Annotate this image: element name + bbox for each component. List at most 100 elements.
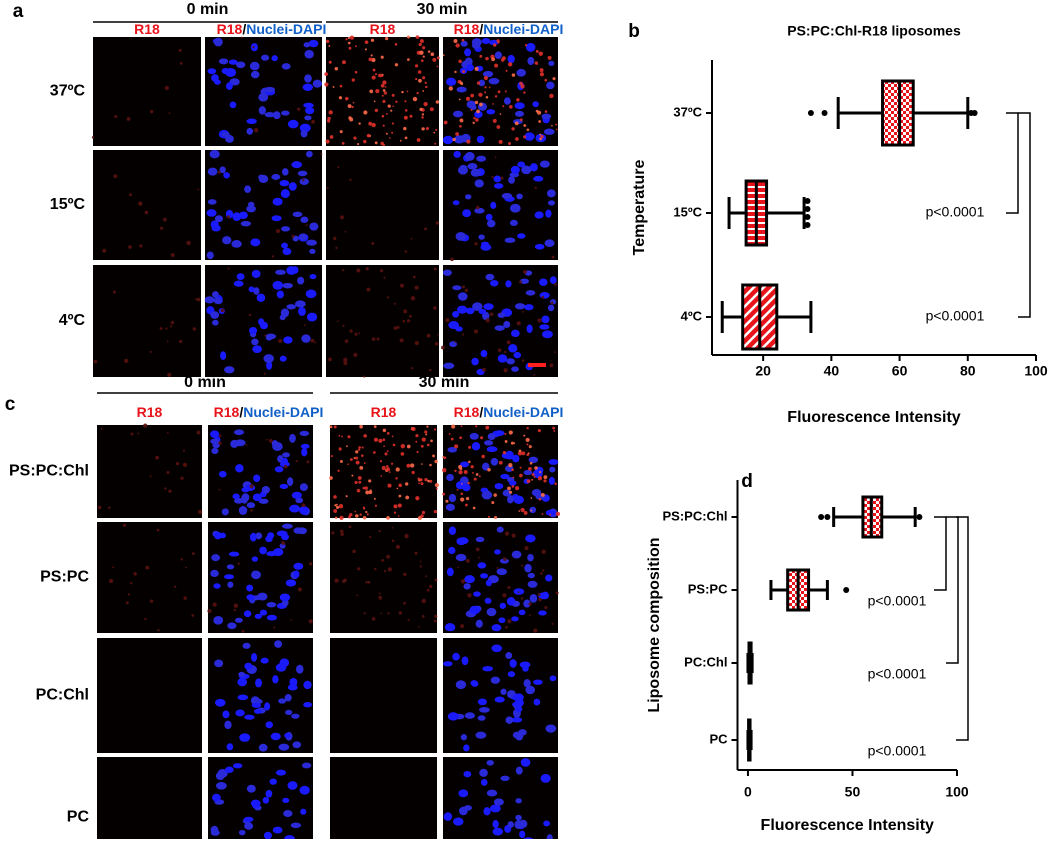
nucleus bbox=[509, 659, 517, 668]
speck bbox=[399, 283, 404, 288]
nucleus bbox=[490, 676, 501, 684]
nucleus bbox=[493, 175, 502, 183]
nucleus bbox=[485, 213, 493, 221]
speck bbox=[383, 569, 387, 573]
nucleus bbox=[523, 599, 531, 608]
speck bbox=[533, 475, 536, 478]
speck bbox=[410, 296, 416, 301]
speck bbox=[397, 503, 402, 508]
speck bbox=[368, 490, 373, 495]
speck bbox=[268, 439, 273, 443]
nucleus bbox=[239, 211, 248, 219]
nucleus bbox=[445, 503, 455, 511]
speck bbox=[502, 451, 507, 455]
speck bbox=[100, 427, 103, 430]
nucleus bbox=[518, 609, 526, 616]
speck bbox=[149, 350, 152, 354]
speck bbox=[382, 438, 386, 442]
speck bbox=[329, 425, 333, 429]
micrograph bbox=[326, 265, 440, 378]
speck bbox=[544, 110, 548, 113]
speck bbox=[380, 74, 384, 78]
speck bbox=[525, 437, 530, 442]
speck bbox=[429, 463, 432, 467]
speck bbox=[400, 443, 405, 449]
speck bbox=[385, 112, 388, 115]
speck bbox=[415, 440, 418, 443]
speck bbox=[461, 38, 465, 42]
x-tick-label: 50 bbox=[845, 784, 861, 800]
y-tick-label: PC:Chl bbox=[684, 654, 727, 669]
nucleus bbox=[293, 570, 300, 579]
speck bbox=[393, 511, 397, 514]
speck bbox=[521, 564, 524, 567]
nucleus bbox=[215, 772, 225, 780]
speck bbox=[432, 57, 437, 62]
speck bbox=[460, 497, 465, 502]
speck bbox=[479, 54, 483, 58]
nucleus bbox=[282, 452, 290, 458]
speck bbox=[524, 44, 528, 47]
speck bbox=[365, 581, 368, 584]
nucleus bbox=[303, 102, 314, 108]
speck bbox=[465, 558, 470, 563]
nucleus bbox=[232, 763, 243, 769]
speck bbox=[366, 513, 369, 516]
speck bbox=[366, 133, 371, 138]
nucleus bbox=[301, 762, 312, 769]
speck bbox=[454, 70, 457, 74]
speck bbox=[168, 489, 172, 493]
nucleus bbox=[545, 574, 553, 582]
channel-label: R18/Nuclei-DAPI bbox=[217, 21, 327, 37]
micrograph bbox=[441, 265, 558, 377]
nucleus bbox=[541, 591, 549, 600]
panel-letter: c bbox=[5, 394, 16, 415]
channel-label: R18 bbox=[137, 404, 163, 420]
speck bbox=[491, 57, 495, 62]
speck bbox=[487, 467, 491, 472]
speck bbox=[297, 587, 302, 592]
nucleus bbox=[204, 296, 215, 304]
speck bbox=[295, 459, 298, 463]
nucleus bbox=[460, 40, 468, 47]
nucleus bbox=[289, 677, 298, 687]
speck bbox=[507, 619, 512, 624]
speck bbox=[424, 81, 427, 84]
nucleus bbox=[287, 781, 298, 790]
speck bbox=[402, 319, 406, 323]
speck bbox=[435, 487, 438, 490]
nucleus bbox=[309, 222, 319, 231]
speck bbox=[419, 478, 423, 482]
speck bbox=[169, 325, 173, 328]
speck bbox=[530, 509, 533, 512]
speck bbox=[403, 115, 408, 120]
nucleus bbox=[541, 113, 552, 120]
nucleus bbox=[225, 82, 233, 90]
speck bbox=[354, 456, 359, 460]
speck bbox=[508, 430, 513, 435]
nucleus bbox=[206, 251, 214, 260]
nucleus bbox=[524, 304, 534, 311]
speck bbox=[419, 39, 424, 44]
speck bbox=[453, 38, 458, 43]
speck bbox=[305, 224, 308, 227]
nucleus bbox=[545, 209, 552, 218]
box bbox=[881, 79, 915, 147]
y-tick-label: PS:PC:Chl bbox=[663, 508, 728, 523]
speck bbox=[369, 489, 372, 492]
nucleus bbox=[241, 487, 250, 493]
speck bbox=[484, 91, 487, 94]
nucleus bbox=[506, 597, 516, 606]
nucleus bbox=[512, 693, 524, 702]
speck bbox=[351, 474, 354, 477]
speck bbox=[531, 473, 535, 476]
speck bbox=[357, 567, 361, 571]
nucleus bbox=[538, 610, 547, 616]
nucleus bbox=[515, 706, 523, 713]
speck bbox=[380, 55, 384, 59]
nucleus bbox=[509, 219, 518, 226]
speck bbox=[345, 38, 348, 41]
panel-letter: d bbox=[741, 471, 753, 492]
speck bbox=[538, 498, 542, 501]
speck bbox=[375, 89, 380, 94]
